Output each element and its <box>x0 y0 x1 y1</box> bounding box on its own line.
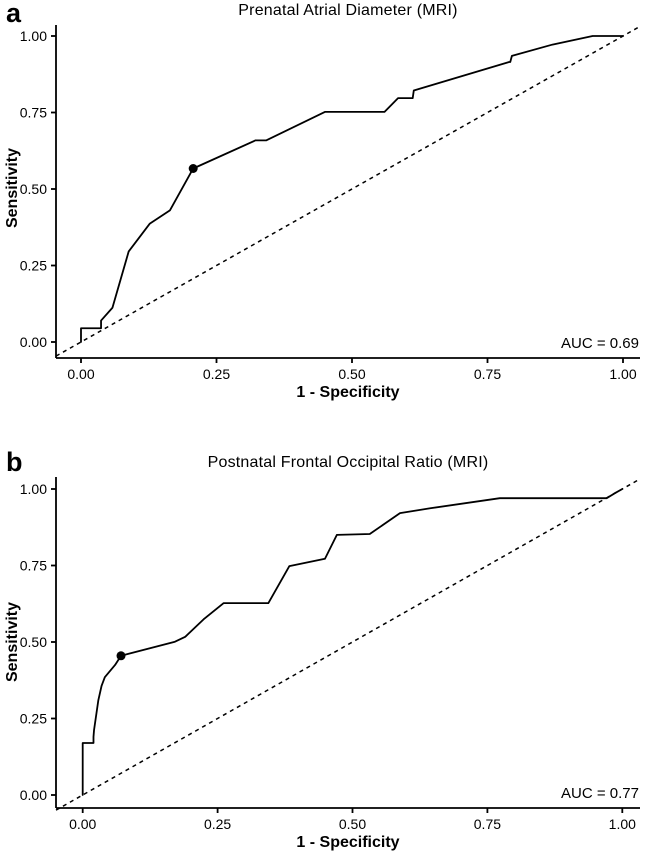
panel-a-title: Prenatal Atrial Diameter (MRI) <box>238 2 458 19</box>
x-tick-label: 1.00 <box>609 816 636 832</box>
cutpoint-dot <box>188 163 198 173</box>
x-tick-label: 0.25 <box>203 366 230 382</box>
roc-chart-b: 0.00 0.25 0.50 0.75 1.00 0.00 0.25 0.50 0.75 1.00 <box>20 477 641 832</box>
roc-curve <box>80 35 624 343</box>
x-tick-label: 0.75 <box>474 816 501 832</box>
roc-chart-a: 0.00 0.25 0.50 0.75 1.00 0.00 0.25 0.50 0.75 1.00 <box>20 25 641 382</box>
x-tick-label: 1.00 <box>609 366 636 382</box>
panel-a-auc-annotation: AUC = 0.69 <box>561 335 639 352</box>
y-tick-label: 0.00 <box>20 334 47 350</box>
y-tick-label: 0.75 <box>20 105 47 121</box>
chance-line <box>55 478 641 811</box>
roc-curve <box>81 488 624 796</box>
x-tick-label: 0.00 <box>69 816 96 832</box>
chance-line <box>55 25 641 357</box>
panel-b-letter: b <box>6 447 23 477</box>
x-tick-label: 0.25 <box>204 816 231 832</box>
panel-b-title: Postnatal Frontal Occipital Ratio (MRI) <box>207 454 489 471</box>
y-tick-label: 0.75 <box>20 558 47 574</box>
x-tick-label: 0.75 <box>474 366 501 382</box>
panel-b-auc-annotation: AUC = 0.77 <box>561 785 639 802</box>
panel-b-x-axis-label: 1 - Specificity <box>296 834 400 851</box>
y-tick-label: 0.25 <box>20 258 47 274</box>
x-tick-label: 0.00 <box>67 366 94 382</box>
y-tick-label: 1.00 <box>20 481 47 497</box>
panel-a-letter: a <box>6 0 22 28</box>
x-tick-label: 0.50 <box>339 816 366 832</box>
panel-a-x-axis-label: 1 - Specificity <box>296 384 400 401</box>
y-tick-label: 0.50 <box>20 634 47 650</box>
y-tick-label: 0.00 <box>20 787 47 803</box>
cutpoint-dot <box>116 651 126 661</box>
y-tick-label: 0.25 <box>20 711 47 727</box>
y-tick-label: 1.00 <box>20 28 47 44</box>
y-tick-label: 0.50 <box>20 181 47 197</box>
x-tick-label: 0.50 <box>338 366 365 382</box>
